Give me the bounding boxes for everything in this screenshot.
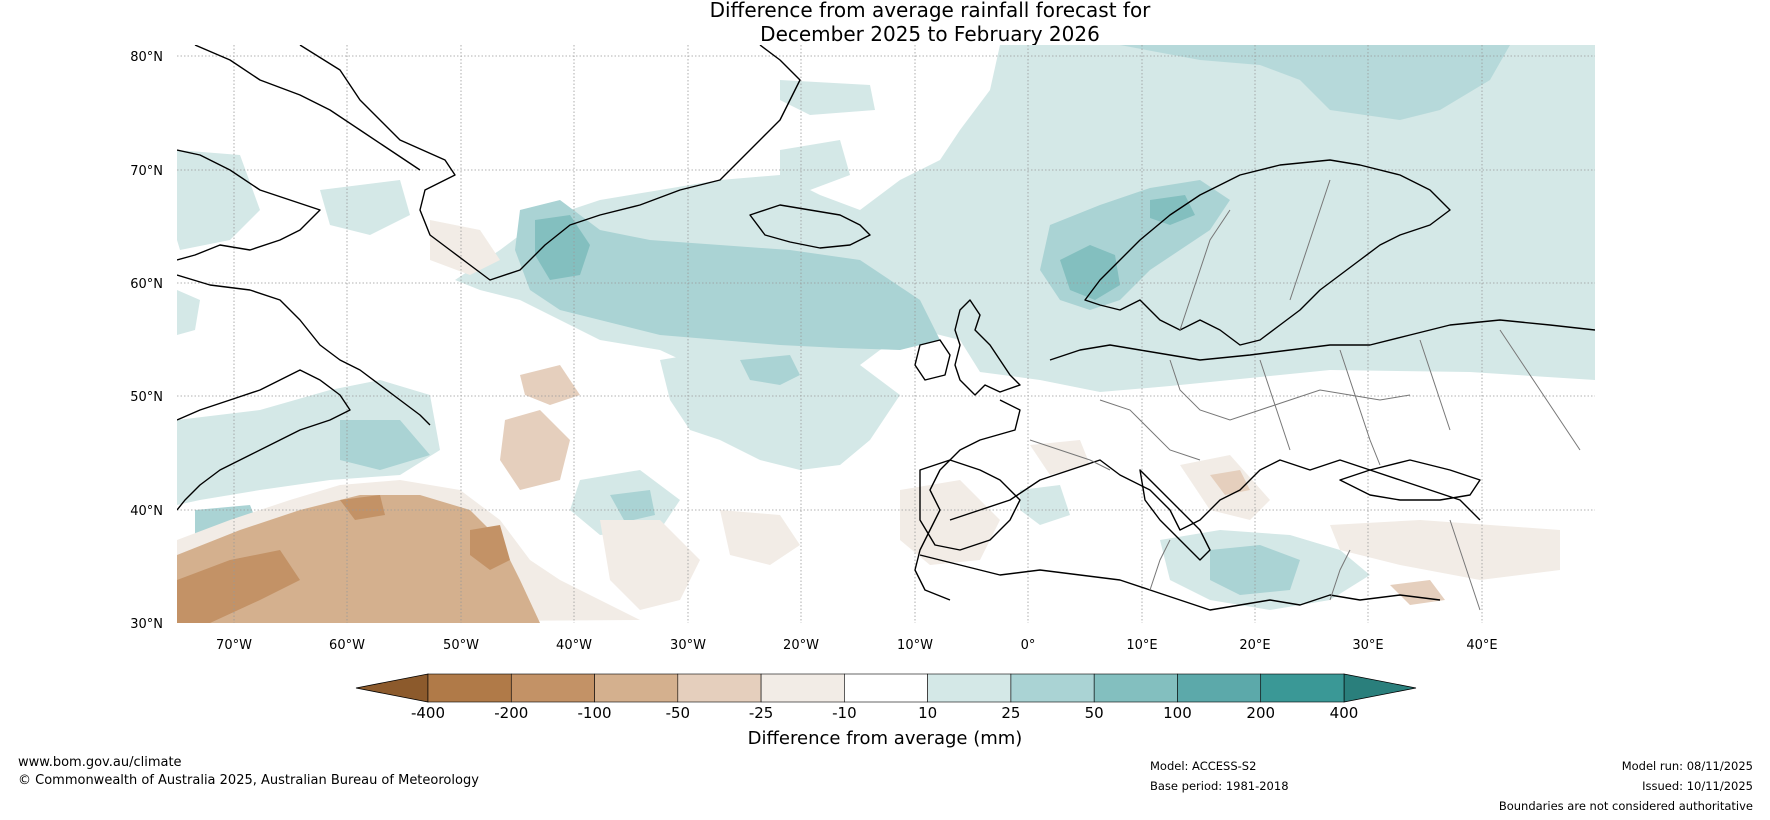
map-area (177, 45, 1595, 623)
lon-label: 30°E (1352, 638, 1383, 653)
drier-anomaly-regions (177, 220, 1560, 623)
coastlines (177, 45, 1595, 611)
colorbar-arrow-low (355, 673, 429, 703)
colorbar-tick-label: -50 (666, 704, 691, 722)
title-line-2: December 2025 to February 2026 (760, 22, 1100, 46)
colorbar-label: Difference from average (mm) (747, 728, 1023, 749)
colorbar-tick-label: -400 (411, 704, 445, 722)
wetter-anomaly-regions (177, 45, 1595, 610)
colorbar-tick-label: -200 (494, 704, 528, 722)
copyright-text: © Commonwealth of Australia 2025, Austra… (18, 773, 479, 788)
lon-label: 50°W (443, 638, 479, 653)
map-title: Difference from average rainfall forecas… (0, 0, 1770, 46)
colorbar-segment (594, 673, 679, 703)
lat-label: 30°N (130, 617, 163, 632)
colorbar-segment (1093, 673, 1178, 703)
colorbar: -400 -200 -100 -50 -25 -10 10 25 50 100 200 400 (355, 673, 1417, 722)
colorbar-segment (1260, 673, 1345, 703)
lon-label: 70°W (216, 638, 252, 653)
footer-credits: www.bom.gov.au/climate © Commonwealth of… (18, 754, 479, 790)
lon-label: 40°W (556, 638, 592, 653)
lon-label: 10°E (1126, 638, 1157, 653)
latitude-labels: 80°N 70°N 60°N 50°N 40°N 30°N (130, 50, 163, 632)
colorbar-segment (844, 673, 928, 703)
lat-label: 40°N (130, 504, 163, 519)
colorbar-tick-label: 200 (1246, 704, 1275, 722)
colorbar-tick-label: 400 (1330, 704, 1359, 722)
lon-label: 60°W (329, 638, 365, 653)
colorbar-tick-label: -25 (749, 704, 774, 722)
colorbar-segment (677, 673, 762, 703)
lon-label: 10°W (897, 638, 933, 653)
lon-label: 20°E (1239, 638, 1270, 653)
longitude-labels: 70°W 60°W 50°W 40°W 30°W 20°W 10°W 0° 10… (216, 638, 1498, 653)
colorbar-tick-label: 50 (1085, 704, 1104, 722)
colorbar-segment (927, 673, 1012, 703)
lon-label: 20°W (783, 638, 819, 653)
lat-label: 50°N (130, 390, 163, 405)
website-link[interactable]: www.bom.gov.au/climate (18, 755, 182, 770)
lat-label: 60°N (130, 277, 163, 292)
colorbar-segment (510, 673, 595, 703)
lat-label: 70°N (130, 164, 163, 179)
colorbar-arrow-high (1343, 673, 1417, 703)
colorbar-segment (1177, 673, 1262, 703)
lat-label: 80°N (130, 50, 163, 65)
footer-issue-info: Model run: 08/11/2025 Issued: 10/11/2025… (1499, 756, 1753, 816)
title-line-1: Difference from average rainfall forecas… (709, 0, 1151, 22)
colorbar-segment (1010, 673, 1095, 703)
colorbar-segment (427, 673, 512, 703)
model-name: Model: ACCESS-S2 (1150, 759, 1257, 773)
colorbar-tick-label: -10 (832, 704, 857, 722)
colorbar-tick-label: 25 (1001, 704, 1020, 722)
colorbar-tick-label: -100 (578, 704, 612, 722)
lon-label: 0° (1021, 638, 1036, 653)
colorbar-tick-label: 10 (918, 704, 937, 722)
footer-model-info: Model: ACCESS-S2 Base period: 1981-2018 (1150, 756, 1289, 796)
lon-label: 30°W (670, 638, 706, 653)
boundaries-disclaimer: Boundaries are not considered authoritat… (1498, 799, 1753, 813)
colorbar-segment (760, 673, 845, 703)
lon-label: 40°E (1466, 638, 1497, 653)
country-borders (1029, 179, 1581, 611)
colorbar-tick-label: 100 (1163, 704, 1192, 722)
issued-date: Issued: 10/11/2025 (1642, 779, 1753, 793)
base-period: Base period: 1981-2018 (1150, 779, 1289, 793)
model-run-date: Model run: 08/11/2025 (1621, 759, 1753, 773)
